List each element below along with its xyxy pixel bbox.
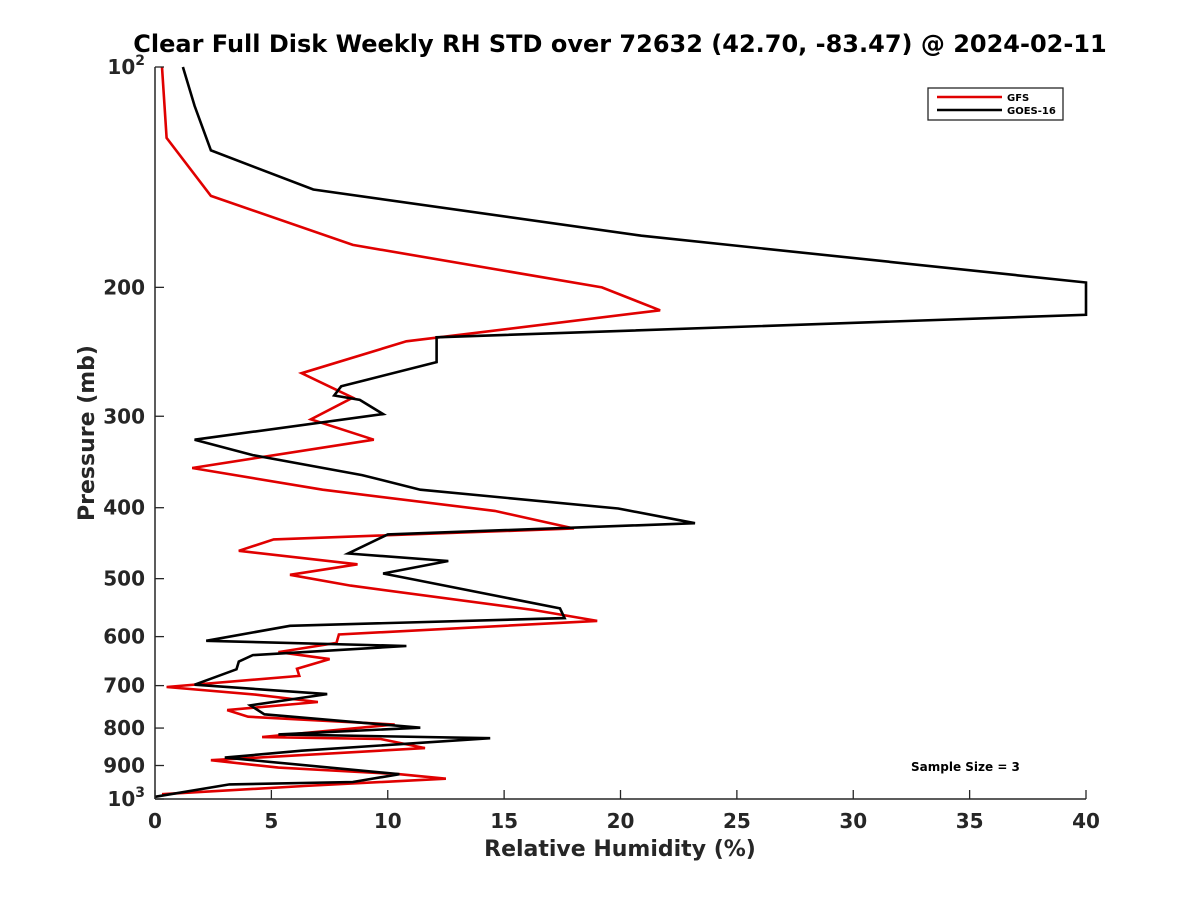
plot-area [155, 67, 1086, 799]
legend-label-gfs: GFS [1007, 93, 1029, 104]
x-tick-label: 5 [264, 809, 278, 833]
x-tick-label: 20 [607, 809, 635, 833]
y-tick-label: 800 [103, 716, 145, 740]
y-tick-layer: 102 200 300 400 500 600 700 800 900 103 [103, 53, 164, 811]
y-tick-label: 400 [103, 496, 145, 520]
x-tick-layer: 0 5 10 15 20 25 30 35 40 [148, 790, 1100, 833]
legend: GFS GOES-16 [927, 87, 1064, 121]
chart-title: Clear Full Disk Weekly RH STD over 72632… [133, 30, 1107, 58]
y-tick-label: 700 [103, 674, 145, 698]
x-tick-label: 25 [723, 809, 751, 833]
y-tick-label: 200 [103, 275, 145, 299]
y-axis-label: Pressure (mb) [75, 345, 100, 521]
x-tick-label: 10 [374, 809, 402, 833]
legend-label-goes16: GOES-16 [1007, 106, 1056, 117]
y-tick-label: 600 [103, 625, 145, 649]
x-tick-label: 30 [839, 809, 867, 833]
series-line-gfs [160, 66, 661, 796]
y-tick-label: 102 [107, 53, 145, 79]
y-tick-label: 103 [107, 785, 145, 811]
y-tick-label: 900 [103, 754, 145, 778]
series-line-goes16 [154, 66, 1088, 799]
x-tick-label: 35 [956, 809, 984, 833]
legend-box [927, 87, 1064, 121]
series-layer [154, 66, 1088, 799]
y-tick-label: 300 [103, 404, 145, 428]
x-axis-label: Relative Humidity (%) [484, 837, 756, 862]
y-tick-label: 500 [103, 567, 145, 591]
x-tick-label: 15 [490, 809, 518, 833]
x-tick-label: 0 [148, 809, 162, 833]
x-tick-label: 40 [1072, 809, 1100, 833]
sample-size-annotation: Sample Size = 3 [911, 760, 1020, 774]
